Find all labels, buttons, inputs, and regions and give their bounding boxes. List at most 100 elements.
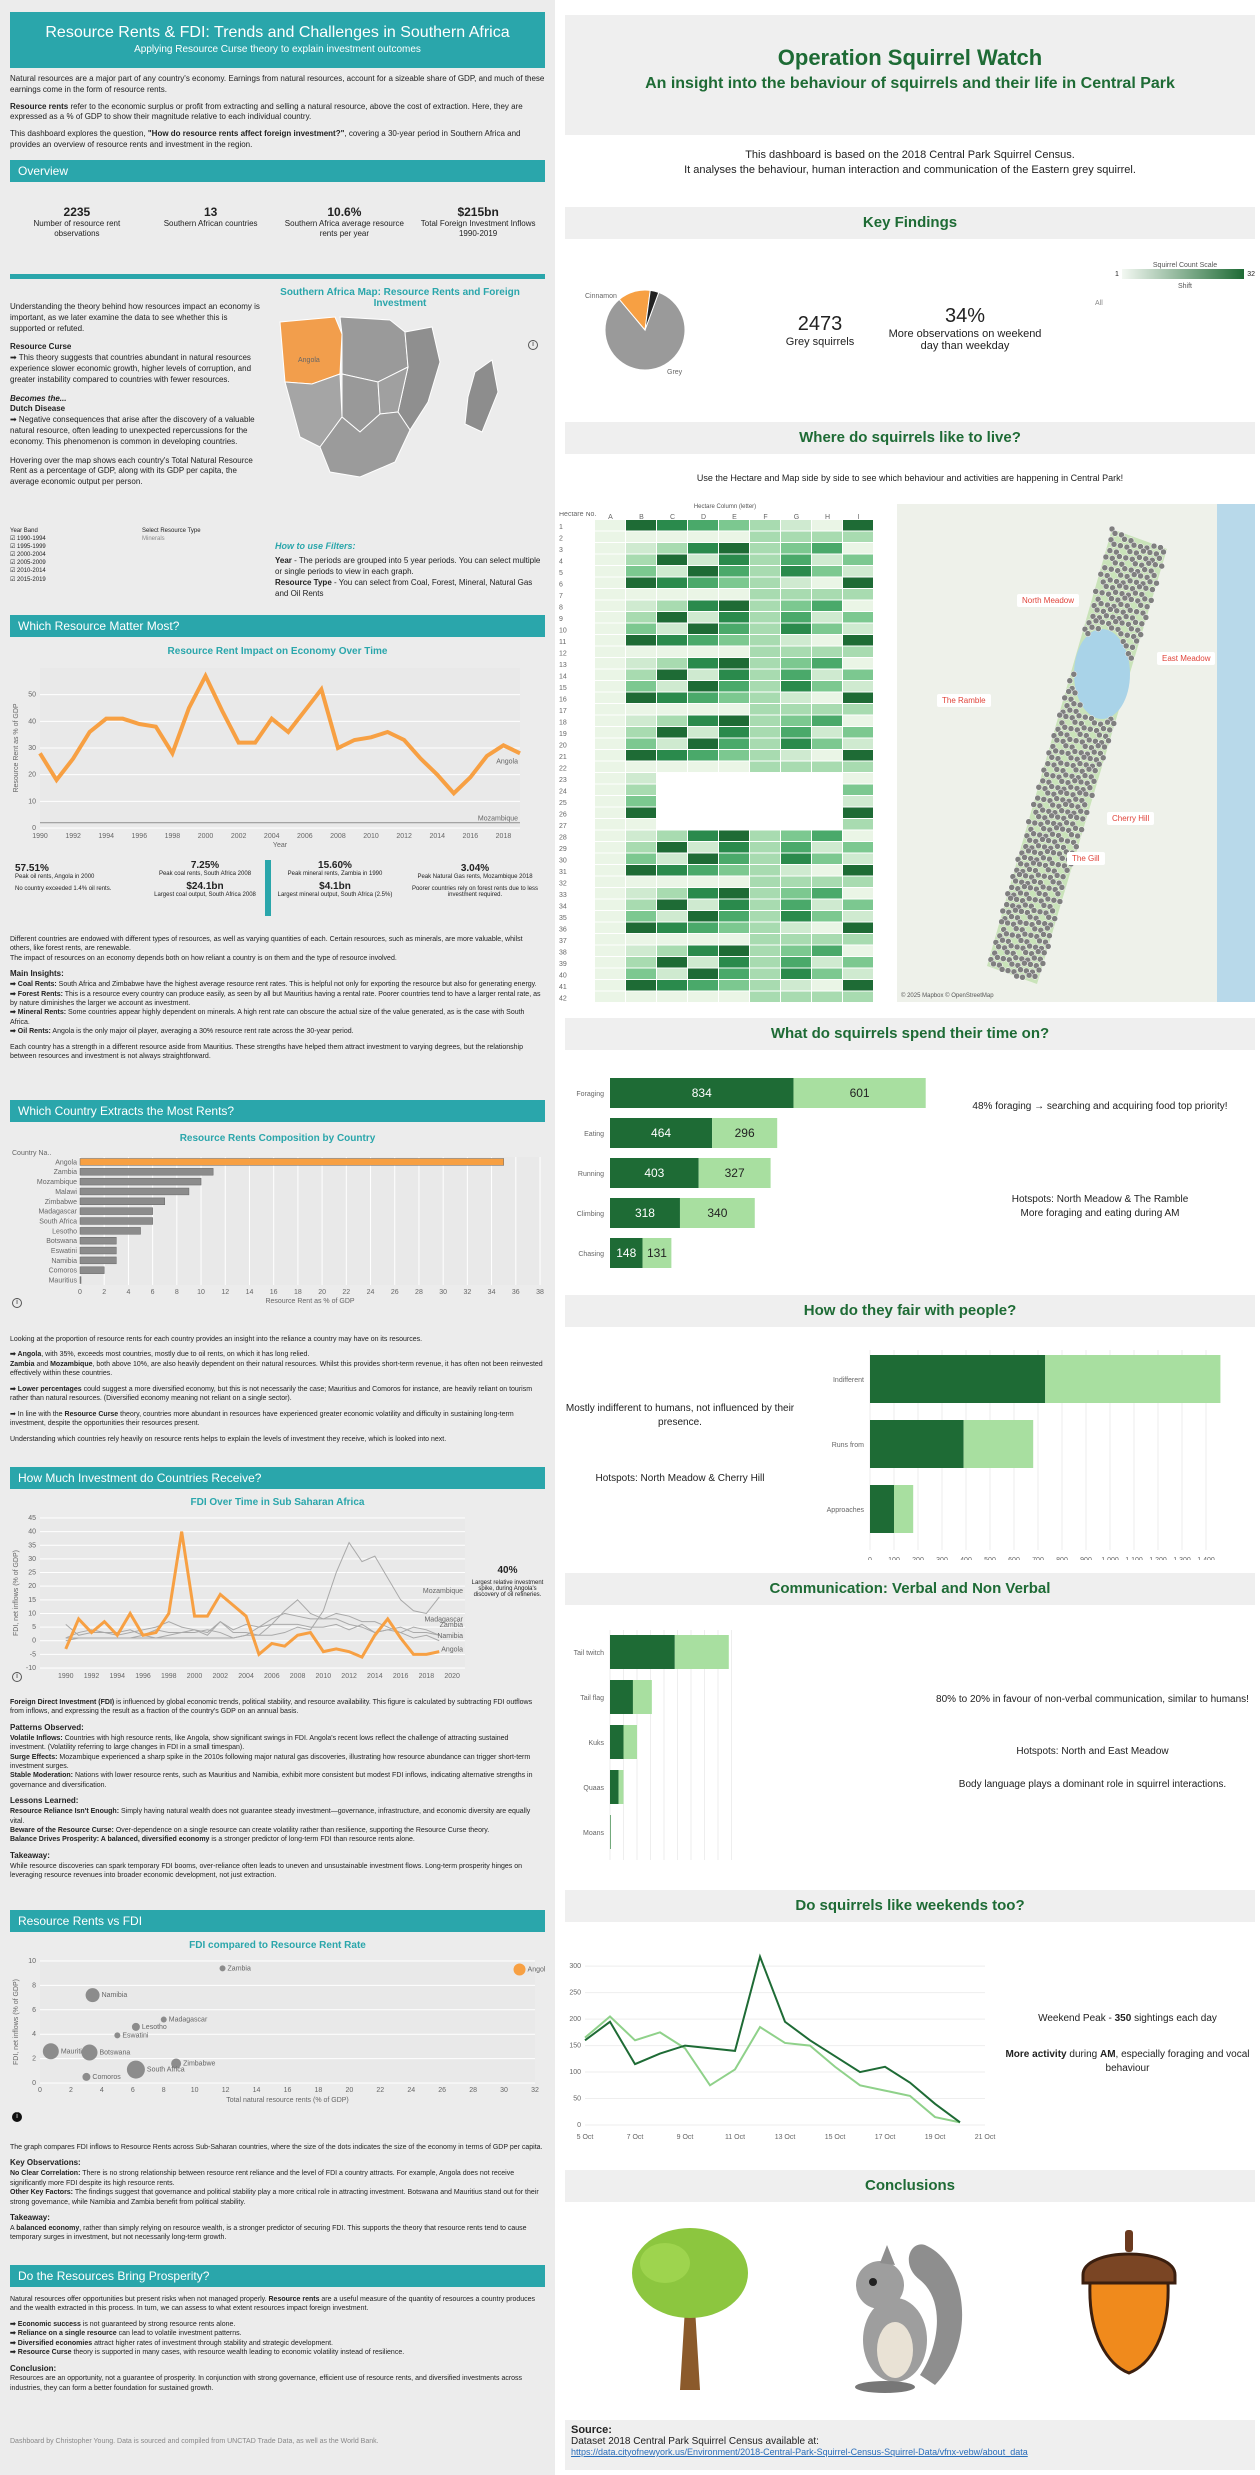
pros-4: ➡ Diversified economies attract higher r… (10, 2339, 545, 2348)
heat-cell (688, 600, 718, 611)
squirrel-dot (1092, 588, 1099, 595)
squirrel-dot (1093, 606, 1101, 614)
bar-am (610, 1680, 633, 1714)
divider (10, 274, 545, 279)
squirrel-dot (1066, 706, 1074, 714)
stat-mineral: 15.60% Peak mineral rents, Zambia in 1990… (275, 860, 395, 898)
heat-row-label: 35 (559, 915, 567, 922)
heat-cell (688, 761, 718, 772)
squirrel-dot (1058, 884, 1066, 891)
heat-cell (843, 911, 873, 922)
x-tick-label: 1,400 (1197, 1557, 1215, 1560)
heat-cell (750, 600, 780, 611)
les-3: Balance Drives Prosperity: A balanced, d… (10, 1835, 545, 1844)
heat-row-label: 31 (559, 869, 567, 876)
ins-4-b: ➡ Oil Rents: (10, 1028, 51, 1036)
map-madagascar[interactable] (464, 359, 499, 433)
year-band-filter: Year Band ☑ 1990-1994 ☑ 1995-1999 ☑ 2000-2… (10, 527, 90, 584)
heat-cell (812, 888, 842, 899)
heat-cell (843, 899, 873, 910)
year-band-option[interactable]: ☑ 2000-2004 (10, 552, 46, 559)
squirrel-dot (1016, 871, 1023, 878)
squirrel-dot (1012, 877, 1019, 885)
heat-cell (626, 623, 656, 634)
source-link[interactable]: https://data.cityofnewyork.us/Environmen… (571, 2447, 1028, 2457)
pros-5-t: theory is supported in many cases, with … (71, 2349, 405, 2357)
y-tick-label: 15 (28, 1597, 36, 1604)
right-intro-1: This dashboard is based on the 2018 Cent… (745, 149, 1075, 161)
squirrel-dot (1040, 931, 1047, 938)
heat-cell (781, 704, 811, 715)
info-icon[interactable]: i (528, 340, 538, 350)
map-label-east-meadow: East Meadow (1157, 652, 1216, 665)
squirrel-dot (999, 936, 1006, 944)
info-icon[interactable]: i (12, 1672, 22, 1682)
heat-cell (595, 520, 625, 531)
year-band-option[interactable]: ☑ 1995-1999 (10, 544, 46, 551)
squirrel-dot (1068, 802, 1076, 809)
squirrel-dot (1133, 579, 1140, 586)
squirrel-dot (1067, 754, 1075, 762)
bar-value-pm: 340 (707, 1206, 727, 1220)
heat-cell (688, 980, 718, 991)
x-tick-label: 700 (1032, 1557, 1044, 1560)
squirrel-dot (1025, 818, 1032, 825)
heat-cell (595, 853, 625, 864)
bar-am (610, 1158, 699, 1188)
squirrel-dot (1147, 567, 1155, 575)
squirrel-dot (1081, 772, 1089, 779)
heat-cell (595, 577, 625, 588)
scatter-point (171, 2058, 182, 2069)
scatter-text: The graph compares FDI inflows to Resour… (10, 2143, 545, 2243)
central-park-map[interactable]: North Meadow East Meadow The Ramble Cher… (897, 504, 1255, 1002)
squirrel-dot (1082, 713, 1089, 721)
heat-cell (688, 658, 718, 669)
squirrel-dot (1035, 871, 1042, 879)
x-tick-label: 18 (294, 1289, 302, 1296)
heat-col-label: A (608, 514, 613, 521)
squirrel-eye (869, 2278, 877, 2286)
pros-4-t: attract higher rates of investment throu… (92, 2339, 333, 2347)
heat-cell (843, 635, 873, 646)
squirrel-dot (1082, 790, 1090, 798)
x-tick-label: 28 (469, 2087, 477, 2094)
squirrel-dot (1117, 542, 1124, 549)
heat-cell (750, 761, 780, 772)
info-icon[interactable]: i (12, 2112, 22, 2122)
map-south-africa[interactable] (319, 411, 411, 478)
week-note-2: More activity during AM, especially fora… (1000, 2048, 1255, 2076)
series-label: Namibia (437, 1633, 463, 1640)
heat-cell (719, 957, 749, 968)
heat-cell (657, 577, 687, 588)
map-angola[interactable] (279, 316, 343, 385)
x-tick-label: 2016 (463, 833, 479, 840)
year-band-option[interactable]: ☑ 2010-2014 (10, 568, 46, 575)
y-tick-label: 40 (28, 718, 36, 725)
squirrel-dot (1075, 712, 1083, 720)
heat-cell (688, 531, 718, 542)
year-band-option[interactable]: ☑ 1990-1994 (10, 536, 46, 543)
info-icon[interactable]: i (12, 1298, 22, 1308)
heat-cell (626, 761, 656, 772)
squirrel-dot (1085, 765, 1093, 773)
shift-select[interactable]: All (1095, 300, 1103, 307)
squirrel-dot (1114, 567, 1121, 574)
heat-cell (812, 853, 842, 864)
southern-africa-map[interactable]: Angola (260, 302, 545, 492)
heat-row-label: 37 (559, 938, 567, 945)
x-tick-label: 24 (367, 1289, 375, 1296)
year-band-option[interactable]: ☑ 2015-2019 (10, 576, 46, 583)
squirrel-dot (1018, 908, 1025, 915)
squirrel-dot (1048, 812, 1055, 820)
resource-type-select[interactable]: Minerals (142, 536, 165, 543)
section-overview: Overview (10, 160, 545, 182)
heat-cell (781, 543, 811, 554)
series-line-pm (584, 2015, 961, 2124)
squirrel-dot (1012, 925, 1020, 932)
heat-cell (595, 796, 625, 807)
squirrel-dot (1070, 700, 1078, 707)
heat-cell (595, 623, 625, 634)
year-band-option[interactable]: ☑ 2005-2009 (10, 560, 46, 567)
point-label: Mauritius (61, 2048, 90, 2055)
squirrel-dot (1136, 554, 1143, 561)
